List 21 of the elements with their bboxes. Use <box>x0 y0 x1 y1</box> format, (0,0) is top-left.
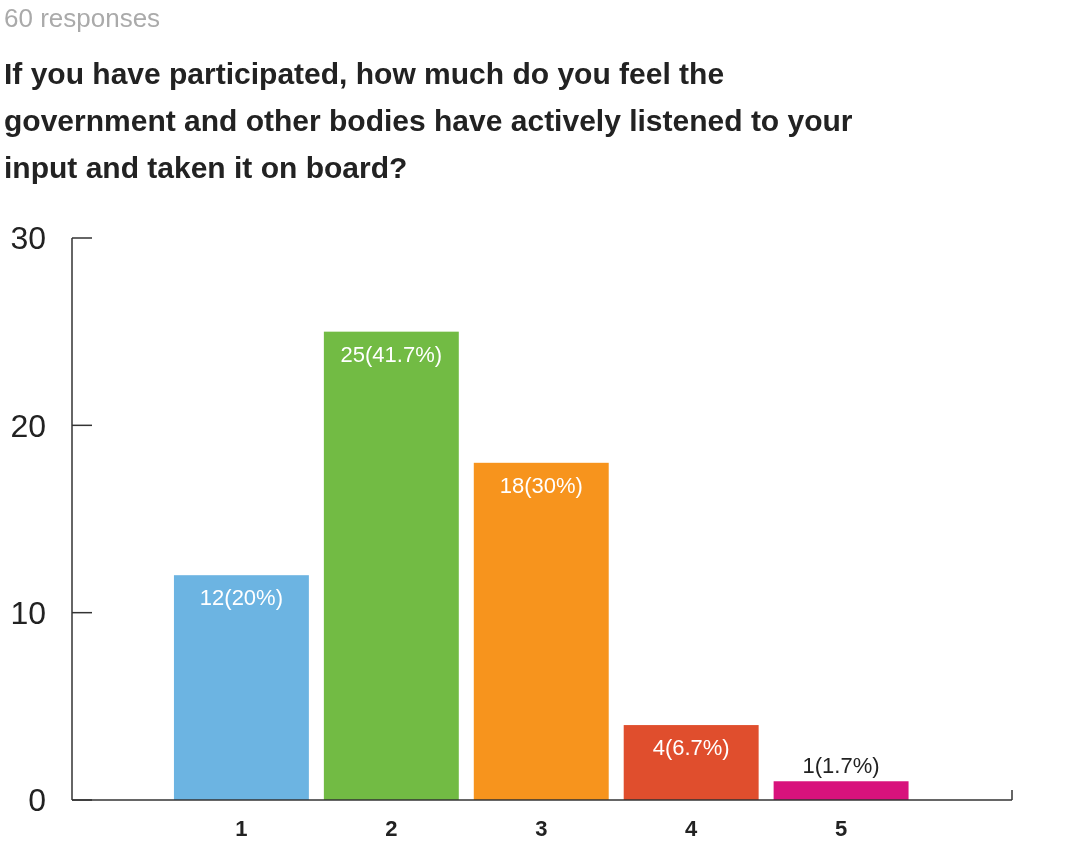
data-label: 25(41.7%) <box>340 341 443 367</box>
bar <box>323 331 459 800</box>
x-tick-label: 2 <box>385 816 398 841</box>
x-tick-label: 3 <box>535 816 548 841</box>
x-tick-label: 5 <box>834 816 848 841</box>
x-tick-label: 4 <box>685 816 699 841</box>
bar <box>473 462 609 800</box>
y-tick-label: 0 <box>28 782 46 819</box>
bar <box>623 725 759 800</box>
y-tick-label: 30 <box>10 220 46 257</box>
chart-subtitle: 60 responses <box>4 3 161 33</box>
bar <box>773 781 909 800</box>
y-tick-label: 10 <box>10 594 46 631</box>
bar <box>173 575 309 800</box>
x-tick-label: 1 <box>235 816 248 841</box>
data-label: 4(6.7%) <box>652 735 730 761</box>
chart-title: If you have participated, how much do you feel the government and other bodies have actively listened to your input and taken it on board? <box>4 57 853 184</box>
data-label: 1(1.7%) <box>802 753 880 779</box>
y-tick-label: 20 <box>10 407 46 444</box>
data-label: 12(20%) <box>199 585 283 611</box>
data-label: 18(30%) <box>499 472 583 498</box>
